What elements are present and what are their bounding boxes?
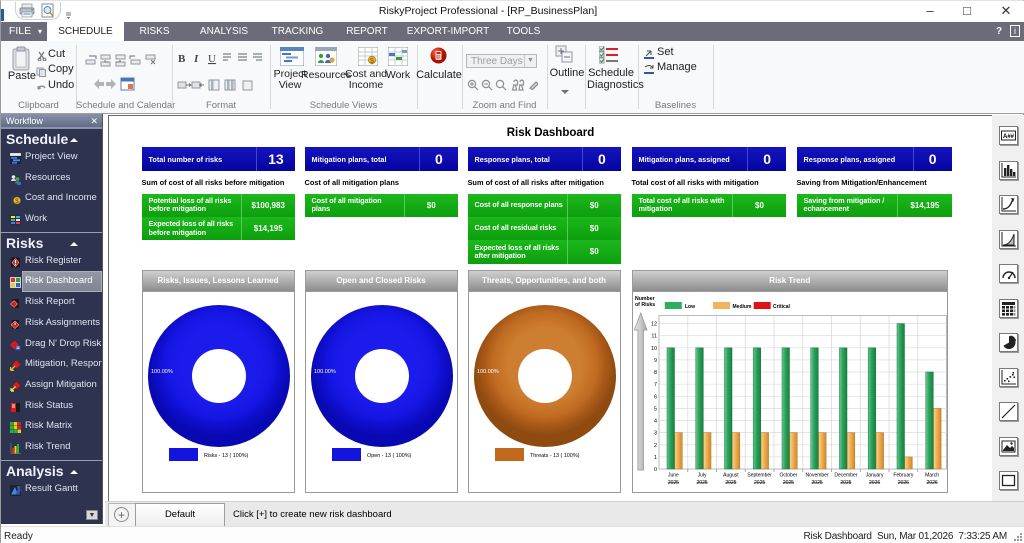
svg-text:February: February <box>893 473 914 479</box>
svg-text:5: 5 <box>654 406 657 412</box>
svg-text:8: 8 <box>654 370 657 376</box>
svg-text:2025: 2025 <box>754 480 765 486</box>
svg-text:U: U <box>208 53 216 65</box>
svg-text:Medium: Medium <box>732 304 751 310</box>
svg-text:6: 6 <box>654 394 657 400</box>
svg-text:of Risks: of Risks <box>635 302 655 308</box>
svg-text:2025: 2025 <box>696 480 707 486</box>
svg-text:7: 7 <box>654 382 657 388</box>
svg-text:1: 1 <box>654 455 657 461</box>
svg-text:2: 2 <box>654 443 657 449</box>
svg-text:100.00%: 100.00% <box>314 369 336 375</box>
svg-text:Open - 13 ( 100%): Open - 13 ( 100%) <box>367 453 412 459</box>
svg-text:Number: Number <box>635 296 655 302</box>
svg-text:2025: 2025 <box>725 480 736 486</box>
svg-text:2026: 2026 <box>897 480 908 486</box>
svg-text:Low: Low <box>685 304 695 310</box>
svg-text:June: June <box>667 473 678 479</box>
svg-text:0: 0 <box>654 467 657 473</box>
svg-text:2026: 2026 <box>926 480 937 486</box>
svg-text:November: November <box>805 473 828 479</box>
svg-text:January: January <box>865 473 883 479</box>
svg-text:2025: 2025 <box>667 480 678 486</box>
svg-text:B: B <box>178 53 186 65</box>
svg-text:July: July <box>697 473 706 479</box>
svg-text:2025: 2025 <box>782 480 793 486</box>
svg-text:$: $ <box>370 58 374 65</box>
svg-text:Critical: Critical <box>773 304 791 310</box>
svg-text:I: I <box>193 53 199 65</box>
svg-text:10: 10 <box>651 346 657 352</box>
svg-text:2025: 2025 <box>840 480 851 486</box>
svg-text:2026: 2026 <box>869 480 880 486</box>
svg-text:A##: A## <box>1003 134 1015 140</box>
svg-text:100.00%: 100.00% <box>477 369 499 375</box>
svg-text:9: 9 <box>654 358 657 364</box>
svg-text:11: 11 <box>651 334 657 340</box>
svg-text:September: September <box>747 473 772 479</box>
svg-text:$: $ <box>15 199 19 205</box>
svg-text:Threats - 13 ( 100%): Threats - 13 ( 100%) <box>530 453 580 459</box>
svg-text:3: 3 <box>654 431 657 437</box>
svg-text:2025: 2025 <box>811 480 822 486</box>
svg-text:12: 12 <box>651 322 657 328</box>
svg-text:August: August <box>723 473 739 479</box>
svg-text:4: 4 <box>654 419 657 425</box>
svg-text:100.00%: 100.00% <box>151 369 173 375</box>
svg-text:October: October <box>779 473 797 479</box>
svg-text:December: December <box>834 473 857 479</box>
svg-text:Risks - 13 ( 100%): Risks - 13 ( 100%) <box>204 453 249 459</box>
svg-text:March: March <box>925 473 939 479</box>
